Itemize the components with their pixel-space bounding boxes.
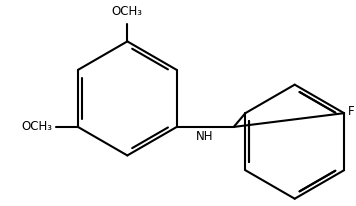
Text: F: F: [348, 105, 355, 118]
Text: OCH₃: OCH₃: [112, 5, 143, 18]
Text: OCH₃: OCH₃: [21, 121, 52, 133]
Text: NH: NH: [195, 130, 213, 143]
